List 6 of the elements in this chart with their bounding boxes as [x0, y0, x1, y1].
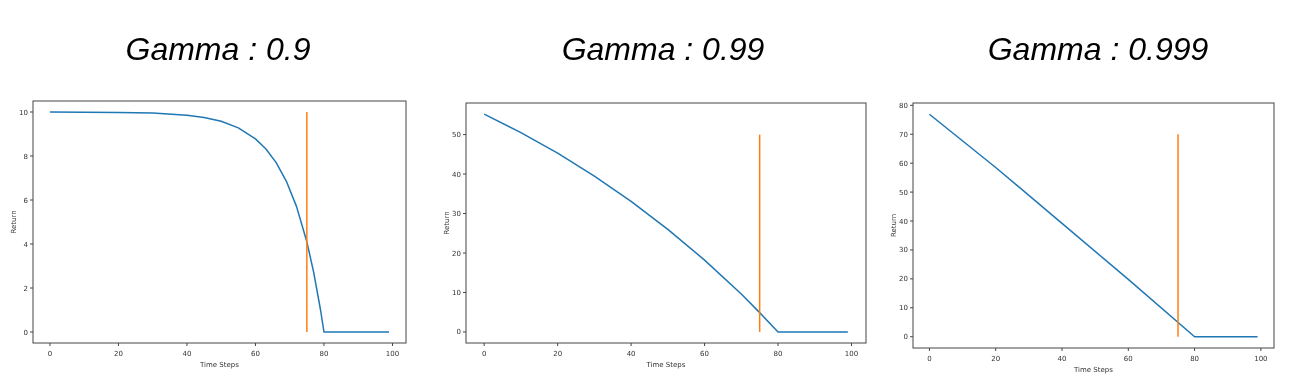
line-series	[483, 113, 849, 333]
line-series	[928, 113, 1259, 338]
line-series	[49, 111, 390, 333]
chart-title: Gamma : 0.9	[125, 31, 311, 67]
chart-title: Gamma : 0.999	[987, 31, 1209, 67]
chart-title: Gamma : 0.99	[561, 31, 765, 67]
